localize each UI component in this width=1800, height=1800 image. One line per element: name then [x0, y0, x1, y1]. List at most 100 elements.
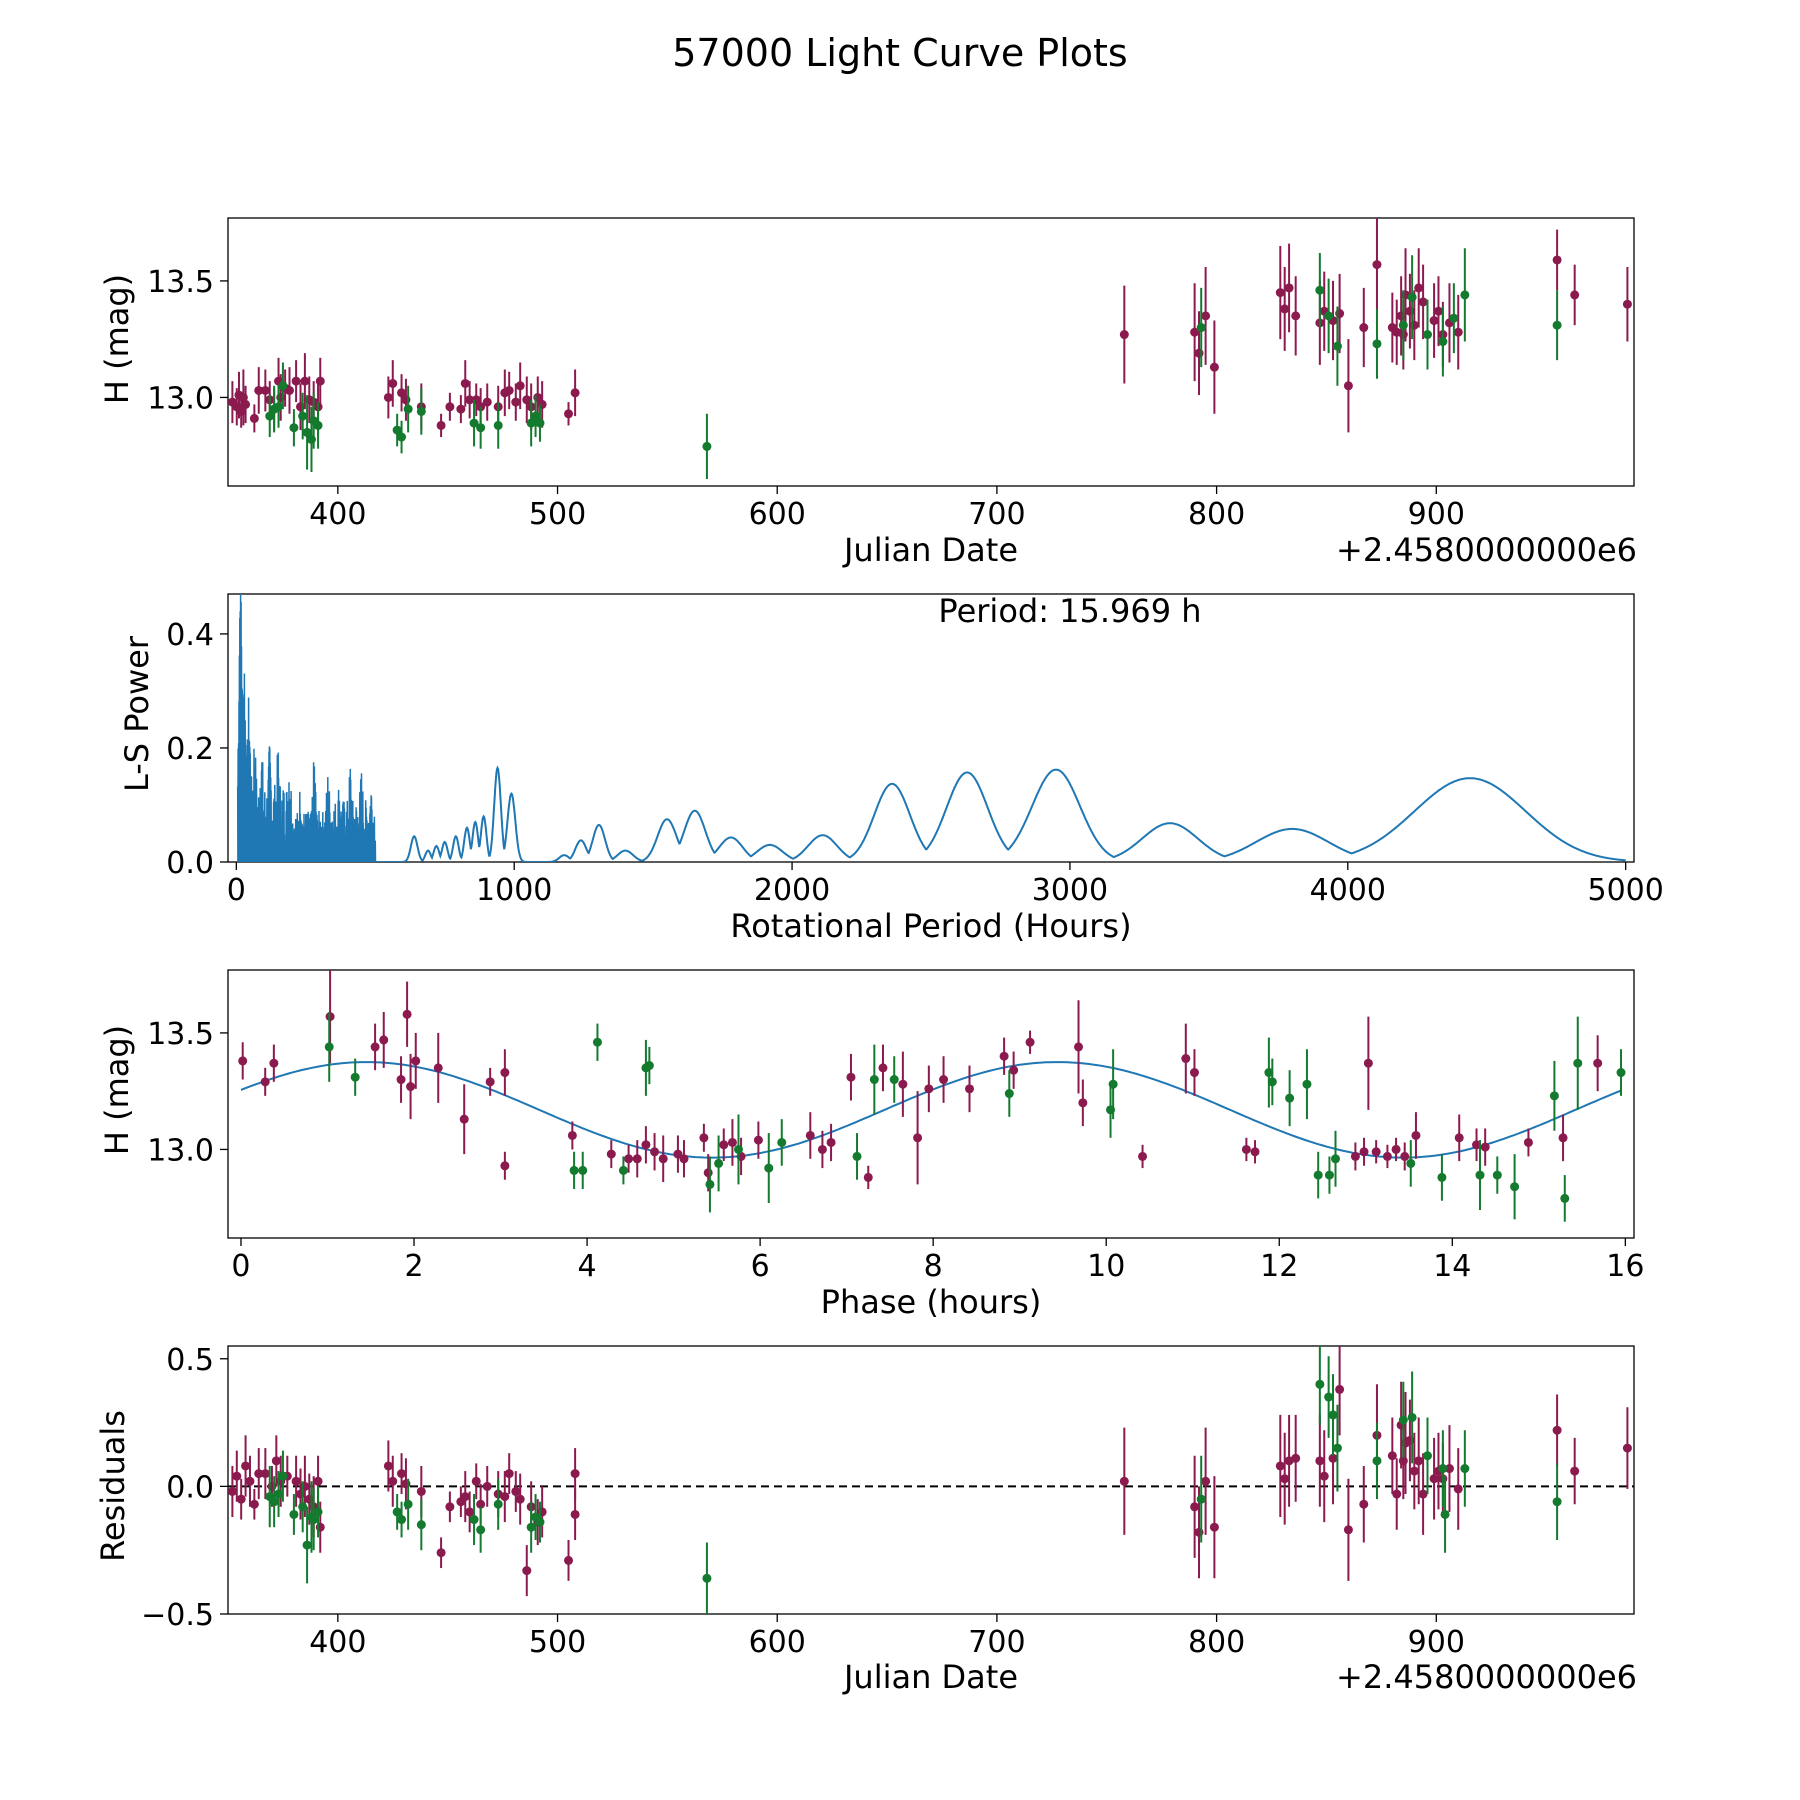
residuals-point — [1372, 1456, 1382, 1466]
phase-point — [1560, 1193, 1570, 1203]
residuals-panel: Julian Date Residuals +2.4580000000e6 40… — [94, 1343, 1637, 1696]
light-curve-point — [1315, 285, 1325, 295]
phase-point — [1267, 1077, 1277, 1087]
phase-point — [679, 1154, 689, 1164]
phase-point — [1400, 1151, 1410, 1161]
light-curve-point — [465, 395, 475, 405]
light-curve-point — [570, 388, 580, 398]
phase-x-tick-label: 14 — [1433, 1249, 1471, 1284]
light-curve-point — [1196, 323, 1206, 333]
light-curve-point — [504, 385, 514, 395]
residuals-point — [1359, 1499, 1369, 1509]
phase-folded-panel: Phase (hours) H (mag) 0 2 4 6 8 10 12 14 16 13.0 1… — [98, 969, 1644, 1321]
residuals-point — [1440, 1509, 1450, 1519]
residuals-point — [416, 1520, 426, 1530]
light-curve-point — [476, 423, 486, 433]
residuals-point — [1328, 1410, 1338, 1420]
light-curve-x-tick-label: 700 — [968, 497, 1025, 532]
phase-point — [1004, 1089, 1014, 1099]
light-curve-point — [535, 418, 545, 428]
phase-point — [402, 1009, 412, 1019]
residuals-point — [570, 1469, 580, 1479]
phase-point — [889, 1075, 899, 1085]
phase-point — [379, 1035, 389, 1045]
phase-xlabel: Phase (hours) — [821, 1283, 1042, 1321]
residuals-point — [416, 1486, 426, 1496]
phase-y-tick-label: 13.0 — [147, 1133, 214, 1168]
phase-point — [1285, 1093, 1295, 1103]
light-curve-xlabel: Julian Date — [842, 531, 1018, 569]
light-curve-point — [482, 397, 492, 407]
phase-point — [324, 1042, 334, 1052]
light-curve-point — [511, 397, 521, 407]
light-curve-point — [526, 418, 536, 428]
light-curve-point — [1372, 339, 1382, 349]
residuals-point — [1429, 1474, 1439, 1484]
phase-point — [869, 1075, 879, 1085]
residuals-point — [302, 1540, 312, 1550]
residuals-point — [388, 1476, 398, 1486]
phase-model-curve — [240, 1061, 1622, 1159]
phase-point — [644, 1061, 654, 1071]
residuals-point — [476, 1499, 486, 1509]
light-curve-point — [1201, 311, 1211, 321]
phase-point — [569, 1165, 579, 1175]
phase-y-tick-label: 13.5 — [147, 1017, 214, 1052]
light-curve-point — [531, 411, 541, 421]
residuals-point — [236, 1494, 246, 1504]
periodogram-x-tick-label: 0 — [227, 873, 246, 908]
light-curve-y-tick-label: 13.5 — [147, 265, 214, 300]
periodogram-ylabel: L-S Power — [118, 635, 156, 792]
light-curve-point — [285, 385, 295, 395]
light-curve-point — [1460, 290, 1470, 300]
residuals-ylabel: Residuals — [94, 1410, 132, 1562]
residuals-point — [1414, 1456, 1424, 1466]
phase-point — [1181, 1054, 1191, 1064]
phase-point — [1549, 1091, 1559, 1101]
phase-point — [1558, 1133, 1568, 1143]
light-curve-point — [1275, 288, 1285, 298]
phase-point — [350, 1072, 360, 1082]
phase-x-tick-label: 0 — [231, 1249, 250, 1284]
light-curve-point — [1418, 297, 1428, 307]
residuals-point — [313, 1476, 323, 1486]
light-curve-point — [1449, 313, 1459, 323]
phase-point — [641, 1140, 651, 1150]
residuals-y-tick-label: −0.5 — [141, 1598, 214, 1633]
residuals-point — [476, 1525, 486, 1535]
residuals-point — [1407, 1412, 1417, 1422]
light-curve-point — [1209, 362, 1219, 372]
phase-point — [805, 1130, 815, 1140]
light-curve-point — [1332, 341, 1342, 351]
residuals-point — [1438, 1464, 1448, 1474]
light-curve-point — [392, 425, 402, 435]
light-curve-point — [249, 413, 259, 423]
phase-x-tick-label: 12 — [1260, 1249, 1298, 1284]
phase-point — [632, 1154, 642, 1164]
light-curve-point — [302, 427, 312, 437]
residuals-point — [291, 1476, 301, 1486]
periodogram-curve — [375, 765, 1626, 862]
phase-point — [1302, 1079, 1312, 1089]
light-curve-x-tick-label: 900 — [1408, 497, 1465, 532]
light-curve-point — [278, 381, 288, 391]
phase-point — [1009, 1065, 1019, 1075]
residuals-point — [383, 1461, 393, 1471]
light-curve-point — [241, 399, 251, 409]
phase-point — [1025, 1037, 1035, 1047]
residuals-point — [1328, 1453, 1338, 1463]
residuals-point — [403, 1499, 413, 1509]
phase-point — [1593, 1058, 1603, 1068]
phase-point — [411, 1056, 421, 1066]
phase-point — [826, 1137, 836, 1147]
residuals-point — [249, 1499, 259, 1509]
phase-point — [433, 1063, 443, 1073]
residuals-point — [564, 1555, 574, 1565]
phase-point — [1391, 1144, 1401, 1154]
phase-point — [370, 1042, 380, 1052]
residuals-plot-frame — [227, 1345, 1635, 1615]
light-curve-point — [1343, 381, 1353, 391]
phase-point — [1492, 1170, 1502, 1180]
light-curve-point — [383, 392, 393, 402]
